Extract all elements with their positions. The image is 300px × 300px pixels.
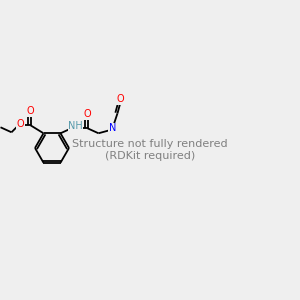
Text: O: O: [117, 94, 124, 104]
Text: O: O: [17, 119, 24, 129]
Text: O: O: [27, 106, 34, 116]
Text: O: O: [84, 109, 91, 119]
Text: NH: NH: [68, 121, 83, 131]
Text: Structure not fully rendered
(RDKit required): Structure not fully rendered (RDKit requ…: [72, 139, 228, 161]
Text: N: N: [109, 123, 116, 133]
